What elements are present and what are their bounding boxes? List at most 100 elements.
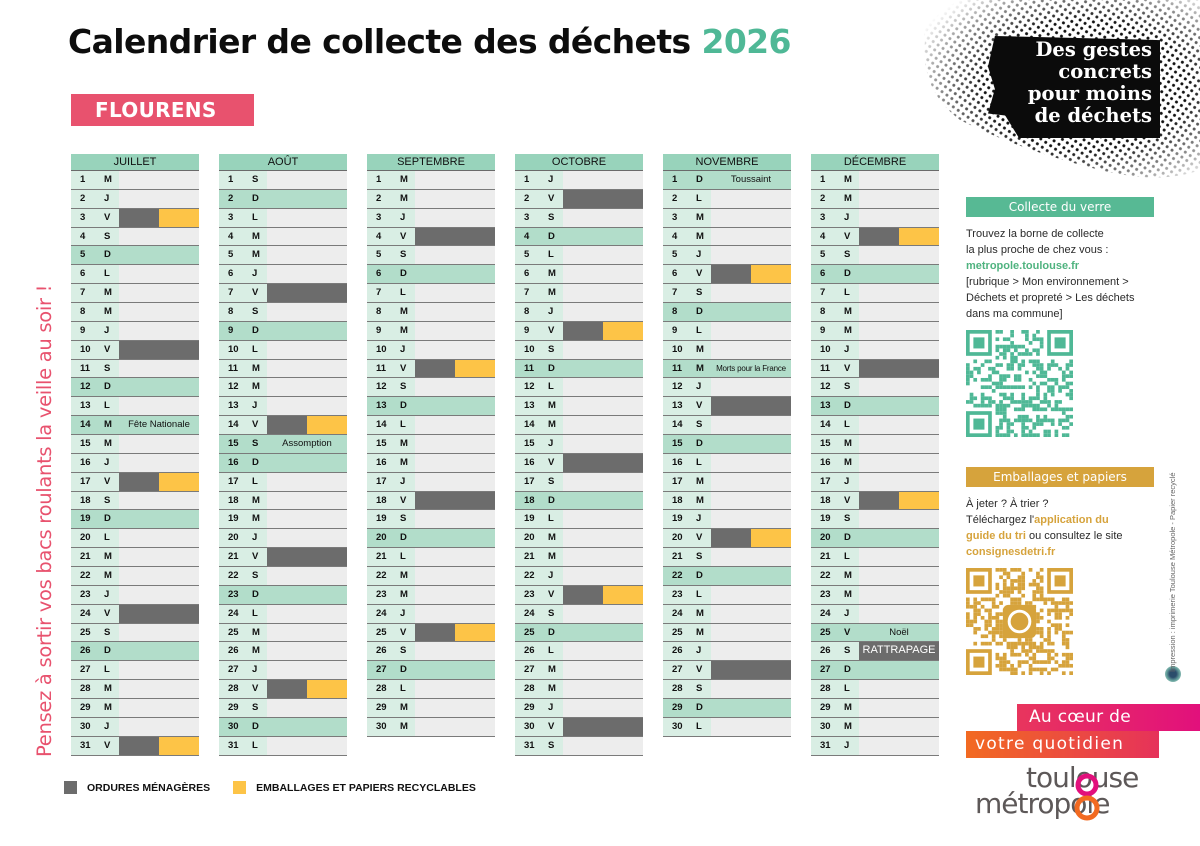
collection-cell <box>267 661 347 680</box>
day-of-week: M <box>687 227 711 246</box>
day-of-week: S <box>835 510 859 529</box>
day-of-week: M <box>539 416 563 435</box>
consignes-link[interactable]: consignesdetri.fr <box>966 546 1056 558</box>
collection-cell <box>415 435 495 453</box>
collection-cell <box>711 397 791 416</box>
collection-cell <box>119 680 199 699</box>
day-row: 15 M <box>811 435 939 454</box>
day-number: 1 <box>367 171 391 189</box>
day-of-week: S <box>95 491 119 510</box>
collection-cell <box>711 321 791 340</box>
collection-cell <box>119 567 199 585</box>
day-of-week: L <box>391 548 415 567</box>
day-number: 12 <box>811 378 835 397</box>
app-link[interactable]: application du <box>1034 514 1109 526</box>
day-of-week: L <box>835 548 859 567</box>
collection-cell: Assomption <box>267 435 347 453</box>
day-of-week: M <box>835 303 859 321</box>
month-column: AOÛT 1 S 2 D 3 L 4 M 5 M 6 J 7 V 8 S 9 D 10 L 11 M 12 M 13 J 14 V 15 S… <box>219 154 347 756</box>
verre-link[interactable]: metropole.toulouse.fr <box>966 260 1080 272</box>
day-of-week: M <box>539 661 563 680</box>
collection-cell <box>711 529 791 548</box>
collection-cell <box>859 416 939 435</box>
day-row: 29 S <box>219 699 347 718</box>
day-row: 30 D <box>219 717 347 737</box>
day-number: 26 <box>219 642 243 661</box>
day-row: 28 M <box>515 680 643 700</box>
day-of-week: V <box>391 491 415 510</box>
day-of-week: L <box>687 585 711 604</box>
day-number: 30 <box>663 717 687 736</box>
collection-cell <box>859 303 939 321</box>
day-of-week: V <box>687 661 711 680</box>
day-row: 16 J <box>71 453 199 473</box>
day-number: 24 <box>219 604 243 623</box>
emballages-qr-code[interactable] <box>966 568 1073 675</box>
reminder-text: Pensez à sortir vos bacs roulants la vei… <box>33 284 56 757</box>
month-header: NOVEMBRE <box>663 154 791 171</box>
collection-cell <box>267 265 347 284</box>
day-row: 24 J <box>811 604 939 624</box>
ordures-collection-mark <box>119 340 199 359</box>
collection-cell <box>267 680 347 699</box>
day-number: 25 <box>219 623 243 642</box>
day-of-week: J <box>539 699 563 717</box>
day-row: 21 S <box>663 548 791 568</box>
day-number: 14 <box>811 416 835 435</box>
day-number: 11 <box>219 359 243 378</box>
ordures-collection-mark <box>711 397 791 416</box>
day-row: 29 M <box>71 699 199 718</box>
day-row: 23 D <box>219 585 347 605</box>
app-link[interactable]: guide du tri <box>966 530 1026 542</box>
day-row: 20 J <box>219 529 347 549</box>
day-of-week: J <box>95 321 119 340</box>
day-row: 31 J <box>811 736 939 756</box>
day-of-week: M <box>391 303 415 321</box>
collection-cell <box>563 303 643 321</box>
collection-cell <box>711 303 791 321</box>
day-row: 24 M <box>663 604 791 624</box>
day-number: 3 <box>71 208 95 227</box>
day-number: 23 <box>71 585 95 604</box>
day-row: 29 M <box>367 699 495 718</box>
day-of-week: L <box>687 717 711 736</box>
collection-cell <box>415 623 495 642</box>
day-number: 10 <box>367 340 391 359</box>
verre-qr-code[interactable] <box>966 330 1073 437</box>
day-row: 14 V <box>219 416 347 436</box>
day-of-week: S <box>95 359 119 378</box>
collection-cell <box>415 208 495 227</box>
day-row: 21 V <box>219 548 347 568</box>
holiday-label: Noël <box>889 626 909 638</box>
day-row: 22 M <box>71 567 199 586</box>
day-row: 24 V <box>71 604 199 624</box>
collection-cell <box>267 246 347 265</box>
emballages-collection-mark <box>899 491 939 510</box>
day-of-week: M <box>835 321 859 340</box>
month-column: DÉCEMBRE 1 M 2 M 3 J 4 V 5 S 6 D 7 L 8 M 9 M 10 J 11 V 12 S 13 D 14… <box>811 154 939 756</box>
day-number: 17 <box>367 472 391 491</box>
day-number: 1 <box>811 171 835 189</box>
day-row: 22 D <box>663 567 791 586</box>
day-number: 7 <box>811 284 835 303</box>
day-number: 25 <box>515 623 539 642</box>
collection-cell <box>415 340 495 359</box>
collection-cell <box>267 284 347 303</box>
day-of-week: L <box>243 472 267 491</box>
collection-cell <box>415 529 495 548</box>
day-number: 15 <box>219 435 243 453</box>
print-credit: Impression : imprimerie Toulouse Métropo… <box>1168 472 1177 672</box>
day-of-week: V <box>539 189 563 208</box>
collection-cell <box>859 284 939 303</box>
collection-cell <box>859 246 939 265</box>
